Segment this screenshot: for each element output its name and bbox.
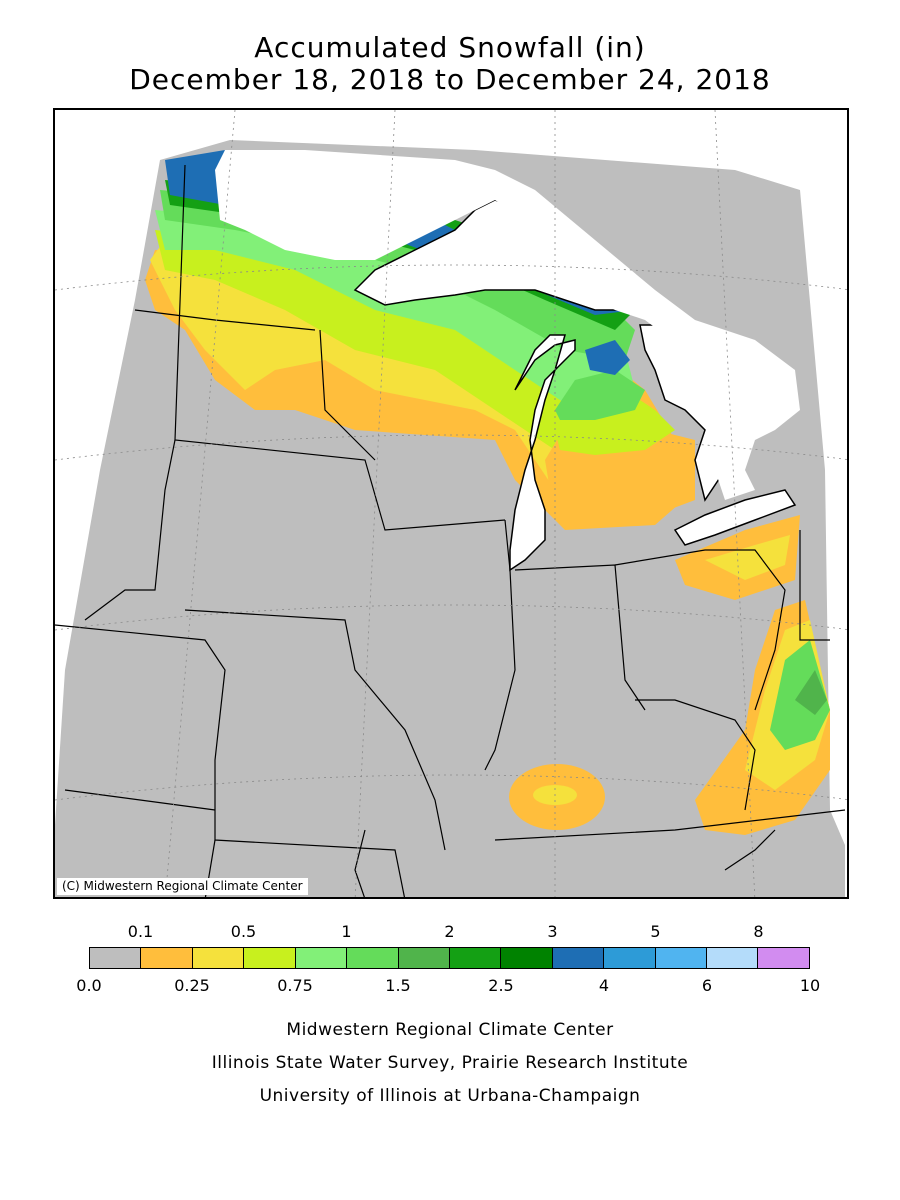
legend-tick-lower: 4: [598, 976, 610, 995]
legend-tick-upper: 0.5: [230, 922, 257, 941]
legend-tick-upper: 8: [753, 922, 764, 941]
legend-swatch: [552, 948, 605, 968]
legend-swatch: [604, 948, 656, 968]
legend-tick-lower: 1.5: [385, 976, 411, 995]
legend-tick-lower: 6: [701, 976, 713, 995]
legend-swatch: [758, 948, 809, 968]
legend-tick-upper: 1: [341, 922, 352, 941]
legend-swatch: [347, 948, 399, 968]
snowfall-map: (C) Midwestern Regional Climate Center: [53, 108, 849, 899]
legend-tick-lower: 10: [799, 976, 821, 995]
legend-tick-lower: 0.25: [174, 976, 210, 995]
snow-zone-lightgreen-north: [155, 210, 635, 410]
credit-isws: Illinois State Water Survey, Prairie Res…: [211, 1053, 689, 1073]
lake-erie: [673, 489, 797, 546]
map-title: Accumulated Snowfall (in): [254, 31, 646, 64]
legend-swatch: [90, 948, 142, 968]
legend-tick-upper: 5: [650, 922, 661, 941]
snow-zone-michigan-blue: [585, 340, 630, 375]
legend-swatch: [295, 948, 348, 968]
snow-zone-lime-north: [155, 230, 645, 450]
lake-michigan: [509, 334, 576, 572]
map-date-range: December 18, 2018 to December 24, 2018: [129, 63, 771, 96]
snow-zone-michigan-green: [555, 370, 645, 420]
legend-colorbar: [89, 947, 810, 969]
state-boundaries: [55, 164, 846, 897]
legend-swatch: [655, 948, 708, 968]
credit-uiuc: University of Illinois at Urbana-Champai…: [259, 1086, 641, 1106]
legend-swatch: [707, 948, 759, 968]
legend-tick-upper: 0.1: [127, 922, 154, 941]
legend-tick-upper: 2: [444, 922, 455, 941]
legend-swatch: [449, 948, 502, 968]
legend-tick-lower: 2.5: [488, 976, 514, 995]
snow-zone-appalachian-darkgreen: [795, 670, 827, 715]
legend-tick-upper: 3: [547, 922, 558, 941]
legend-swatch: [141, 948, 193, 968]
map-copyright: (C) Midwestern Regional Climate Center: [57, 878, 308, 895]
legend-swatch: [192, 948, 245, 968]
canada-area: [215, 150, 800, 500]
map-canvas: [55, 110, 847, 897]
legend-tick-lower: 0.0: [76, 976, 102, 995]
legend-swatch: [398, 948, 450, 968]
credit-mrcc: Midwestern Regional Climate Center: [286, 1020, 614, 1040]
graticule: [55, 110, 847, 897]
legend-swatch: [244, 948, 296, 968]
legend-swatch: [501, 948, 553, 968]
legend-tick-lower: 0.75: [277, 976, 313, 995]
